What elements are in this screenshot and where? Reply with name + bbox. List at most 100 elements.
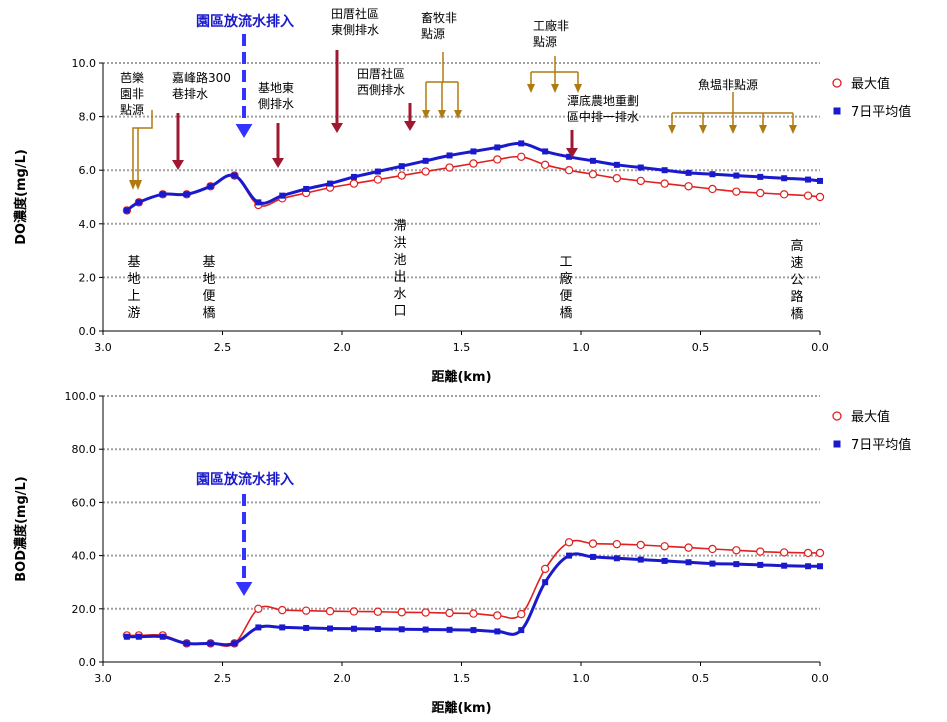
data-point [517, 152, 526, 161]
y-tick-label: 20.0 [72, 603, 97, 616]
data-point [779, 548, 789, 557]
data-point [685, 169, 692, 176]
label-livestock: 畜牧非點源 [421, 10, 457, 41]
data-point [756, 188, 765, 198]
legend-label: 7日平均值 [851, 104, 911, 120]
y-axis-label: DO濃度(mg/L) [13, 149, 29, 245]
data-point [540, 564, 550, 574]
data-point [494, 144, 501, 151]
y-tick-label: 4.0 [79, 218, 97, 231]
data-point [301, 606, 311, 615]
data-point [757, 561, 764, 568]
data-point [398, 626, 405, 633]
x-tick-label: 0.0 [811, 672, 829, 685]
data-point [303, 624, 310, 631]
data-point [805, 176, 812, 183]
data-point [757, 173, 764, 180]
y-tick-label: 0.0 [79, 656, 97, 669]
location-label: 滯洪池出水口 [393, 219, 406, 319]
data-point [445, 608, 454, 618]
data-point [817, 177, 823, 184]
data-point [803, 191, 813, 200]
data-point [303, 185, 310, 192]
x-tick-label: 1.0 [572, 672, 590, 685]
data-point [779, 190, 789, 199]
legend-label: 最大值 [851, 76, 890, 92]
data-point [660, 179, 669, 188]
y-tick-label: 10.0 [72, 57, 97, 70]
data-point [817, 563, 823, 570]
data-point [469, 159, 478, 168]
arrow-effluent [235, 34, 253, 138]
data-point [613, 161, 620, 168]
data-point [684, 543, 693, 552]
data-point [542, 148, 549, 155]
x-tick-label: 0.5 [692, 672, 710, 685]
data-point [469, 609, 478, 618]
data-point [612, 539, 622, 549]
data-point [278, 605, 287, 615]
data-point [470, 148, 477, 155]
arrow-livestock [422, 52, 462, 119]
data-point [588, 170, 598, 179]
data-point [445, 163, 454, 172]
legend-marker [833, 440, 841, 448]
arrow-tiancuo-east [331, 50, 343, 133]
data-point [589, 157, 596, 164]
data-point [327, 180, 334, 187]
data-point [397, 171, 406, 180]
data-point [421, 608, 430, 617]
label-tiancuo-west: 田厝社區西側排水 [357, 66, 405, 97]
chart-bod: 0.0 20.0 40.0 60.0 80.0 100.0 3.0 2.5 2.0 1.5 1.0 0… [13, 390, 911, 716]
data-point [373, 175, 383, 184]
data-point [422, 626, 429, 633]
data-point [564, 538, 574, 547]
data-point [327, 625, 334, 632]
data-point [159, 633, 166, 640]
label-factory: 工廠非點源 [533, 18, 569, 49]
data-point [708, 184, 717, 194]
data-point [781, 175, 788, 182]
y-tick-label: 6.0 [79, 164, 97, 177]
data-point [709, 171, 716, 178]
data-point [805, 563, 812, 570]
data-point [733, 561, 740, 568]
data-point [183, 191, 190, 198]
data-point [279, 624, 286, 631]
data-point [446, 626, 453, 633]
arrow-fishpond [668, 92, 797, 134]
y-tick-label: 8.0 [79, 111, 97, 124]
location-label: 基地便橋 [202, 255, 215, 321]
legend-marker [832, 78, 842, 88]
data-point [564, 165, 574, 175]
data-point [612, 174, 622, 183]
y-tick-label: 80.0 [72, 443, 97, 456]
data-point [540, 160, 550, 170]
arrow-tandi [566, 130, 578, 158]
data-point [756, 547, 765, 556]
data-point [231, 640, 238, 647]
data-point [255, 624, 262, 631]
data-point [566, 552, 573, 559]
label-tandi: 潭底農地重劃區中排一排水 [567, 93, 639, 124]
data-point [732, 187, 741, 196]
data-point [470, 627, 477, 634]
data-point [661, 167, 668, 174]
data-point [518, 627, 525, 634]
data-point [135, 199, 142, 206]
data-point [815, 548, 825, 558]
data-point [815, 192, 825, 202]
series-avg7 [123, 552, 823, 647]
data-point [279, 192, 286, 199]
data-point [781, 562, 788, 569]
data-point [494, 628, 501, 635]
data-point [636, 540, 645, 550]
y-tick-label: 2.0 [79, 271, 97, 284]
y-tick-label: 60.0 [72, 496, 97, 509]
chart-do: 0.0 2.0 4.0 6.0 8.0 10.0 3.0 2.5 2.0 1.5 1.0 0.5 0.0… [13, 13, 911, 385]
data-point [350, 173, 357, 180]
x-tick-label: 2.5 [214, 672, 232, 685]
label-jiafeng: 嘉峰路300 巷排水 [172, 70, 231, 101]
label-tiancuo-east: 田厝社區東側排水 [331, 6, 379, 37]
